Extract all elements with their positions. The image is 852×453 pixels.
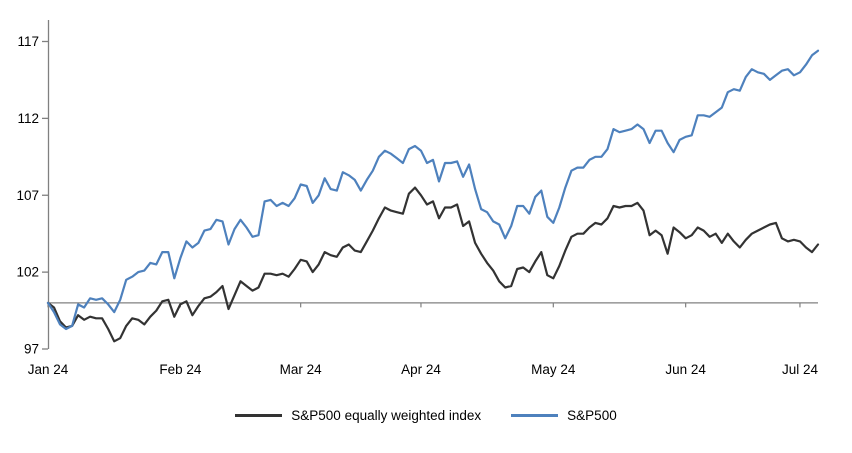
equal-weight-line-swatch bbox=[235, 414, 283, 417]
x-tick-label: Feb 24 bbox=[159, 362, 202, 377]
legend-item-equal-weight: S&P500 equally weighted index bbox=[235, 408, 481, 423]
y-tick-label: 107 bbox=[16, 188, 39, 203]
sp500-line-swatch bbox=[511, 414, 559, 417]
y-tick-label: 102 bbox=[16, 265, 39, 280]
legend-label-sp500: S&P500 bbox=[567, 408, 617, 423]
x-tick-label: Mar 24 bbox=[280, 362, 323, 377]
y-tick-label: 97 bbox=[24, 342, 39, 357]
legend-item-sp500: S&P500 bbox=[511, 408, 617, 423]
series-line-sp500 bbox=[46, 49, 820, 331]
chart-legend: S&P500 equally weighted index S&P500 bbox=[0, 408, 852, 423]
x-tick-label: May 24 bbox=[531, 362, 576, 377]
y-tick-label: 112 bbox=[17, 111, 39, 126]
x-tick-label: Jun 24 bbox=[665, 362, 706, 377]
x-tick-label: Jul 24 bbox=[782, 362, 819, 377]
x-tick-label: Jan 24 bbox=[28, 362, 69, 377]
series-line-equal-weight bbox=[46, 186, 820, 343]
legend-label-equal-weight: S&P500 equally weighted index bbox=[291, 408, 482, 423]
x-tick-label: Apr 24 bbox=[401, 362, 441, 377]
y-tick-label: 117 bbox=[17, 34, 39, 49]
